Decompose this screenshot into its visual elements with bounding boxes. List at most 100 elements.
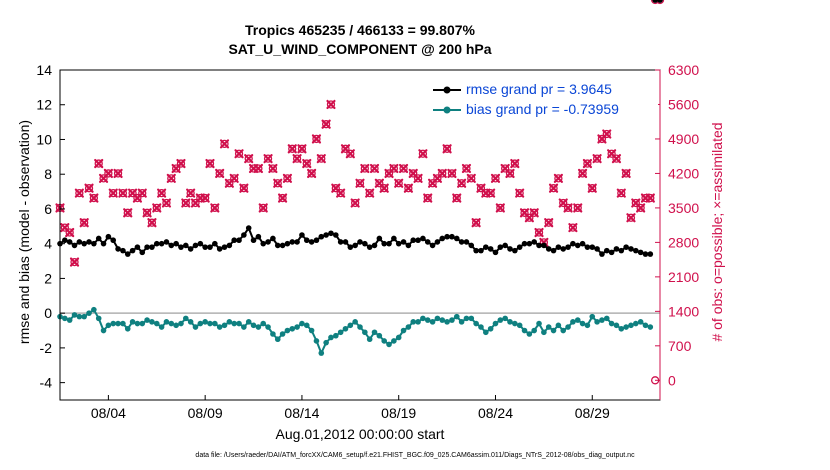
obs-possible-point <box>268 164 278 173</box>
rmse-series-point <box>623 244 629 250</box>
bias-series-point <box>202 319 208 325</box>
obs-assimilated-point <box>108 188 118 198</box>
rmse-series-point <box>76 239 83 245</box>
legend-rmse-label: rmse grand pr = 3.9645 <box>466 81 612 97</box>
obs-possible-point <box>288 144 297 153</box>
bias-series-point <box>366 336 373 343</box>
bias-series-point <box>168 320 175 327</box>
rmse-series-point <box>318 233 325 240</box>
rmse-series-point <box>439 235 446 242</box>
legend-item-bias: bias grand pr = -0.73959 <box>428 100 658 120</box>
obs-possible-point <box>365 188 374 198</box>
bias-series-point <box>303 322 310 329</box>
obs-possible-point <box>617 188 626 198</box>
rmse-series-point <box>541 242 547 249</box>
rmse-series-point <box>613 246 620 252</box>
rmse-series-point <box>565 244 571 250</box>
rmse-series-point <box>86 239 92 245</box>
rmse-series-point <box>429 242 436 249</box>
bias-series-point <box>415 319 421 325</box>
obs-assimilated-point <box>65 227 75 238</box>
rmse-series-point <box>386 240 392 247</box>
bias-series-point <box>637 319 644 325</box>
bias-series-point <box>434 315 441 322</box>
rmse-series-point <box>134 244 141 250</box>
bias-series-point <box>100 327 107 334</box>
obs-possible-point <box>375 179 384 188</box>
rmse-series-point <box>250 237 257 244</box>
rmse-series-point <box>550 247 557 254</box>
obs-possible-point <box>525 213 534 222</box>
rmse-series-point <box>241 232 247 238</box>
obs-assimilated-point <box>553 173 563 183</box>
obs-possible-point <box>341 144 350 153</box>
rmse-series-point <box>526 240 533 247</box>
bias-series-point <box>153 320 160 327</box>
bias-series-point <box>241 324 247 330</box>
plot-background <box>60 70 660 400</box>
obs-assimilated-point <box>457 178 467 188</box>
obs-assimilated-point <box>113 168 123 179</box>
bias-series-point <box>115 320 121 327</box>
rmse-series-point <box>192 242 199 249</box>
obs-possible-point <box>162 198 171 208</box>
x-tick-label: 08/29 <box>575 405 610 421</box>
rmse-series-point <box>294 239 300 245</box>
obs-possible-point <box>167 174 176 183</box>
bias-series-point <box>565 324 571 330</box>
obs-possible-point <box>60 223 69 232</box>
obs-assimilated-point <box>205 158 215 169</box>
rmse-series-point <box>473 247 479 254</box>
obs-possible-point <box>457 179 466 188</box>
obs-possible-point <box>210 203 219 213</box>
rmse-series-point <box>202 244 208 250</box>
bias-series-point <box>323 339 329 346</box>
bias-series-point <box>318 350 325 356</box>
obs-assimilated-point <box>437 168 447 179</box>
y-axis-right-label: # of obs: o=possible; ×=assimilated <box>709 122 725 342</box>
bias-series-point <box>516 322 523 329</box>
rmse-series-point <box>265 239 271 245</box>
rmse-series-point <box>657 0 663 3</box>
y-left-tick-label: 0 <box>44 305 52 321</box>
rmse-series-point <box>197 240 204 247</box>
rmse-series-point <box>603 247 610 254</box>
bias-series-point <box>149 319 155 325</box>
obs-possible-point <box>655 0 665 5</box>
legend-bias-swatch <box>433 106 461 114</box>
bias-series-point <box>187 319 194 325</box>
rmse-series-point <box>584 244 591 250</box>
bias-series-point <box>594 319 600 325</box>
bias-series-point <box>536 320 542 327</box>
bias-series-point <box>71 312 78 318</box>
rmse-series-point <box>560 246 567 252</box>
chart-title-line1: Tropics 465235 / 466133 = 99.807% <box>244 22 475 38</box>
obs-possible-point <box>239 184 249 193</box>
obs-possible-point <box>515 188 524 198</box>
rmse-series-point <box>516 244 523 250</box>
rmse-series-point <box>628 246 634 252</box>
obs-assimilated-point <box>94 158 104 169</box>
obs-possible-point <box>152 203 161 213</box>
rmse-series-point <box>434 239 441 245</box>
obs-assimilated-point <box>277 193 288 203</box>
obs-possible-point <box>312 134 321 144</box>
rmse-series-point <box>153 240 160 247</box>
obs-possible-point <box>501 164 510 173</box>
rmse-series-point <box>458 239 465 245</box>
obs-possible-point <box>215 169 224 178</box>
obs-possible-point <box>413 174 423 183</box>
bias-series-point <box>226 319 233 325</box>
rmse-series-point <box>173 240 179 247</box>
rmse-series-point <box>323 232 329 238</box>
obs-assimilated-point <box>137 188 147 198</box>
obs-assimilated-point <box>268 163 278 174</box>
bias-series-point <box>105 322 112 329</box>
y-left-tick-label: 10 <box>36 131 52 147</box>
rmse-series-point <box>410 237 417 244</box>
obs-assimilated-point <box>292 154 302 164</box>
bias-series-point <box>589 313 596 320</box>
y-axis-left-label: rmse and bias (model - observation) <box>16 119 32 345</box>
rmse-series-point <box>81 240 87 247</box>
rmse-series-point <box>313 237 320 244</box>
